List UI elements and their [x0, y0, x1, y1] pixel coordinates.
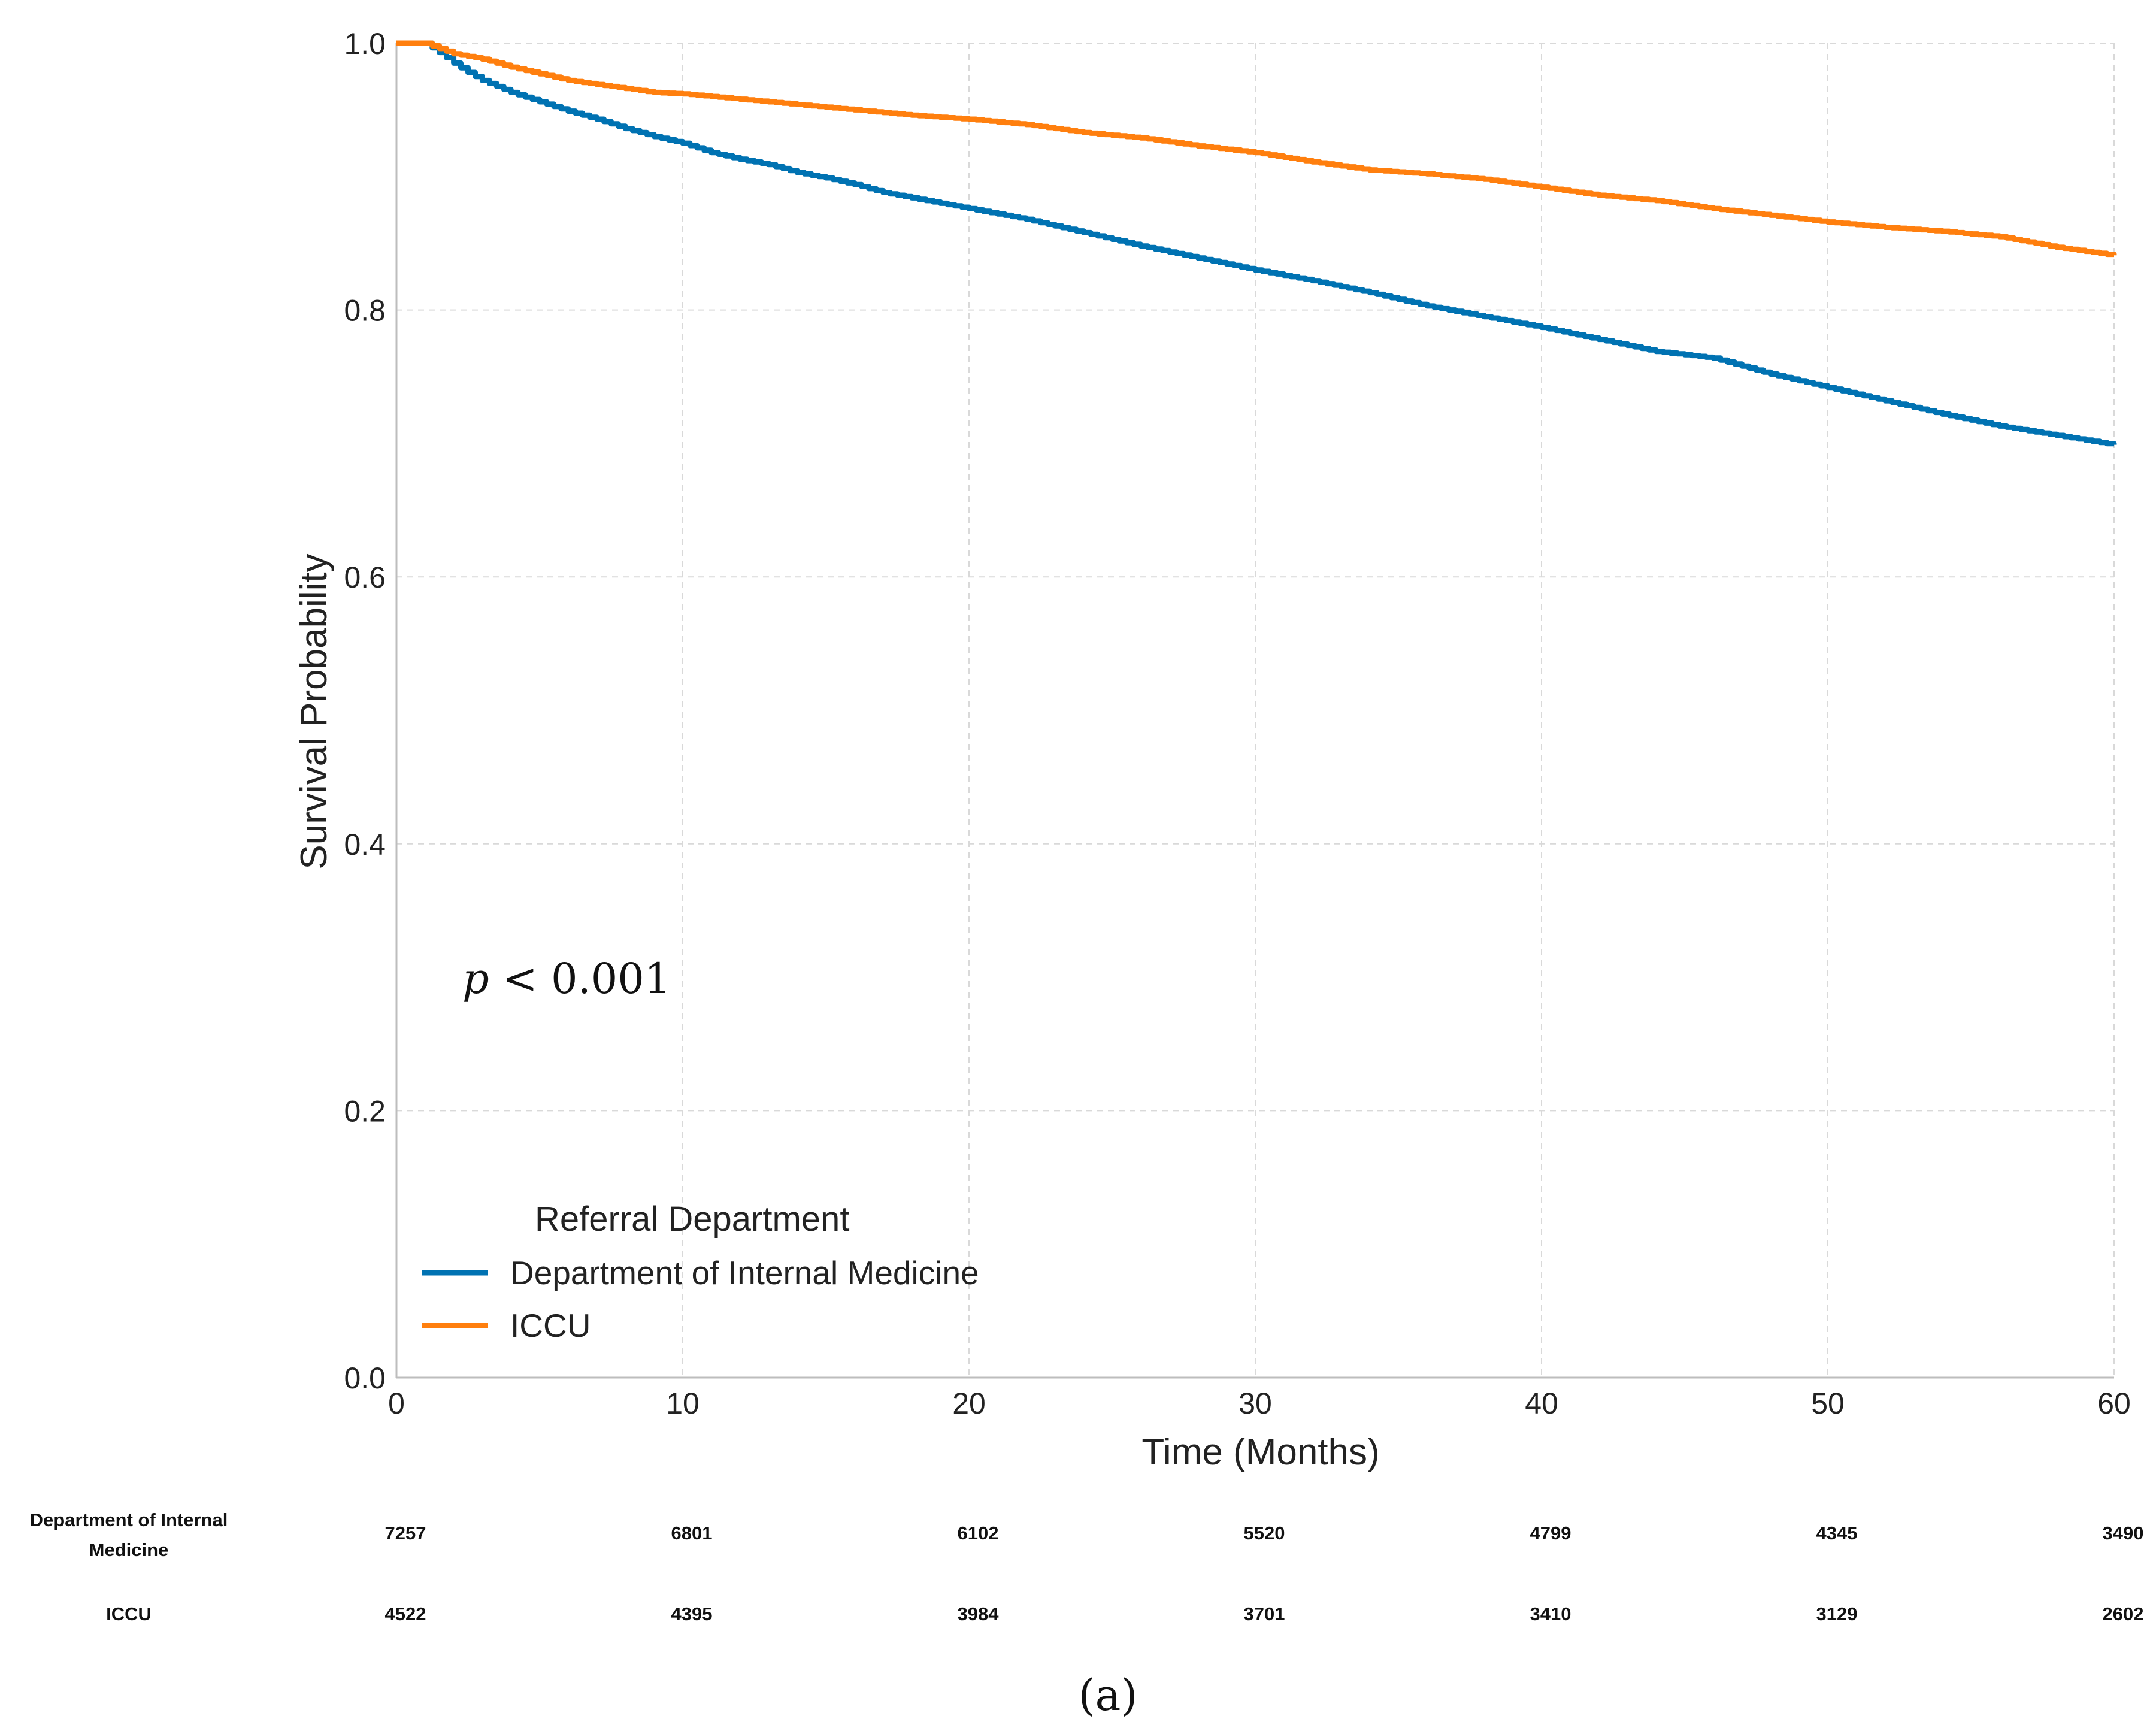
y-tick-label: 0.0 [344, 1361, 386, 1395]
x-tick-label: 30 [1239, 1387, 1272, 1420]
risk-count: 3410 [1530, 1603, 1571, 1624]
risk-count: 3129 [1816, 1603, 1858, 1624]
risk-count: 4345 [1816, 1523, 1858, 1544]
survival-curve-iccu [396, 40, 2117, 258]
x-axis-title: Time (Months) [1141, 1432, 1379, 1473]
risk-count: 4799 [1530, 1523, 1571, 1544]
legend: Referral Department Department of Intern… [422, 1200, 979, 1344]
y-axis-title: Survival Probability [293, 553, 335, 869]
x-tick-label: 20 [952, 1387, 986, 1420]
legend-title: Referral Department [535, 1200, 849, 1239]
risk-counts: 7257 6801 6102 5520 4799 4345 3490 4522 4395 3984… [385, 1523, 2144, 1624]
p-value-symbol: p [462, 954, 489, 1003]
legend-label-internal-medicine: Department of Internal Medicine [510, 1254, 979, 1291]
risk-count: 6102 [958, 1523, 999, 1544]
y-tick-label: 0.4 [344, 828, 386, 861]
risk-count: 2602 [2103, 1603, 2144, 1624]
legend-label-iccu: ICCU [510, 1307, 591, 1344]
risk-count: 6801 [671, 1523, 713, 1544]
y-tick-label: 1.0 [344, 27, 386, 60]
x-tick-label: 0 [388, 1387, 405, 1420]
y-tick-label: 0.8 [344, 294, 386, 328]
x-tick-label: 10 [666, 1387, 700, 1420]
risk-count: 3701 [1244, 1603, 1285, 1624]
survival-curves [396, 40, 2117, 447]
survival-curve-internal-medicine [396, 40, 2117, 447]
risk-row-label-internal-medicine: Department of Internal [30, 1509, 228, 1530]
risk-count: 3984 [958, 1603, 1000, 1624]
p-value-annotation: p < 0.001 [462, 954, 671, 1003]
risk-row-label-internal-medicine-line2: Medicine [89, 1539, 169, 1560]
y-tick-label: 0.6 [344, 561, 386, 594]
y-tick-label: 0.2 [344, 1094, 386, 1128]
x-tick-label: 40 [1525, 1387, 1558, 1420]
grid-lines [396, 43, 2115, 1378]
tick-labels: 0 10 20 30 40 50 60 0.0 0.2 0.4 0.6 0.8 1.0 [344, 27, 2130, 1420]
risk-count: 3490 [2103, 1523, 2144, 1544]
risk-count: 4522 [385, 1603, 426, 1624]
x-tick-label: 60 [2097, 1387, 2131, 1420]
p-value-text: < 0.001 [489, 954, 671, 1003]
risk-count: 7257 [385, 1523, 426, 1544]
x-tick-label: 50 [1811, 1387, 1845, 1420]
risk-count: 5520 [1244, 1523, 1285, 1544]
risk-table: Department of Internal Medicine ICCU 725… [30, 1509, 2144, 1624]
panel-label: (a) [1078, 1670, 1137, 1720]
risk-count: 4395 [671, 1603, 713, 1624]
axes [395, 43, 2114, 1379]
risk-row-label-iccu: ICCU [106, 1603, 152, 1624]
